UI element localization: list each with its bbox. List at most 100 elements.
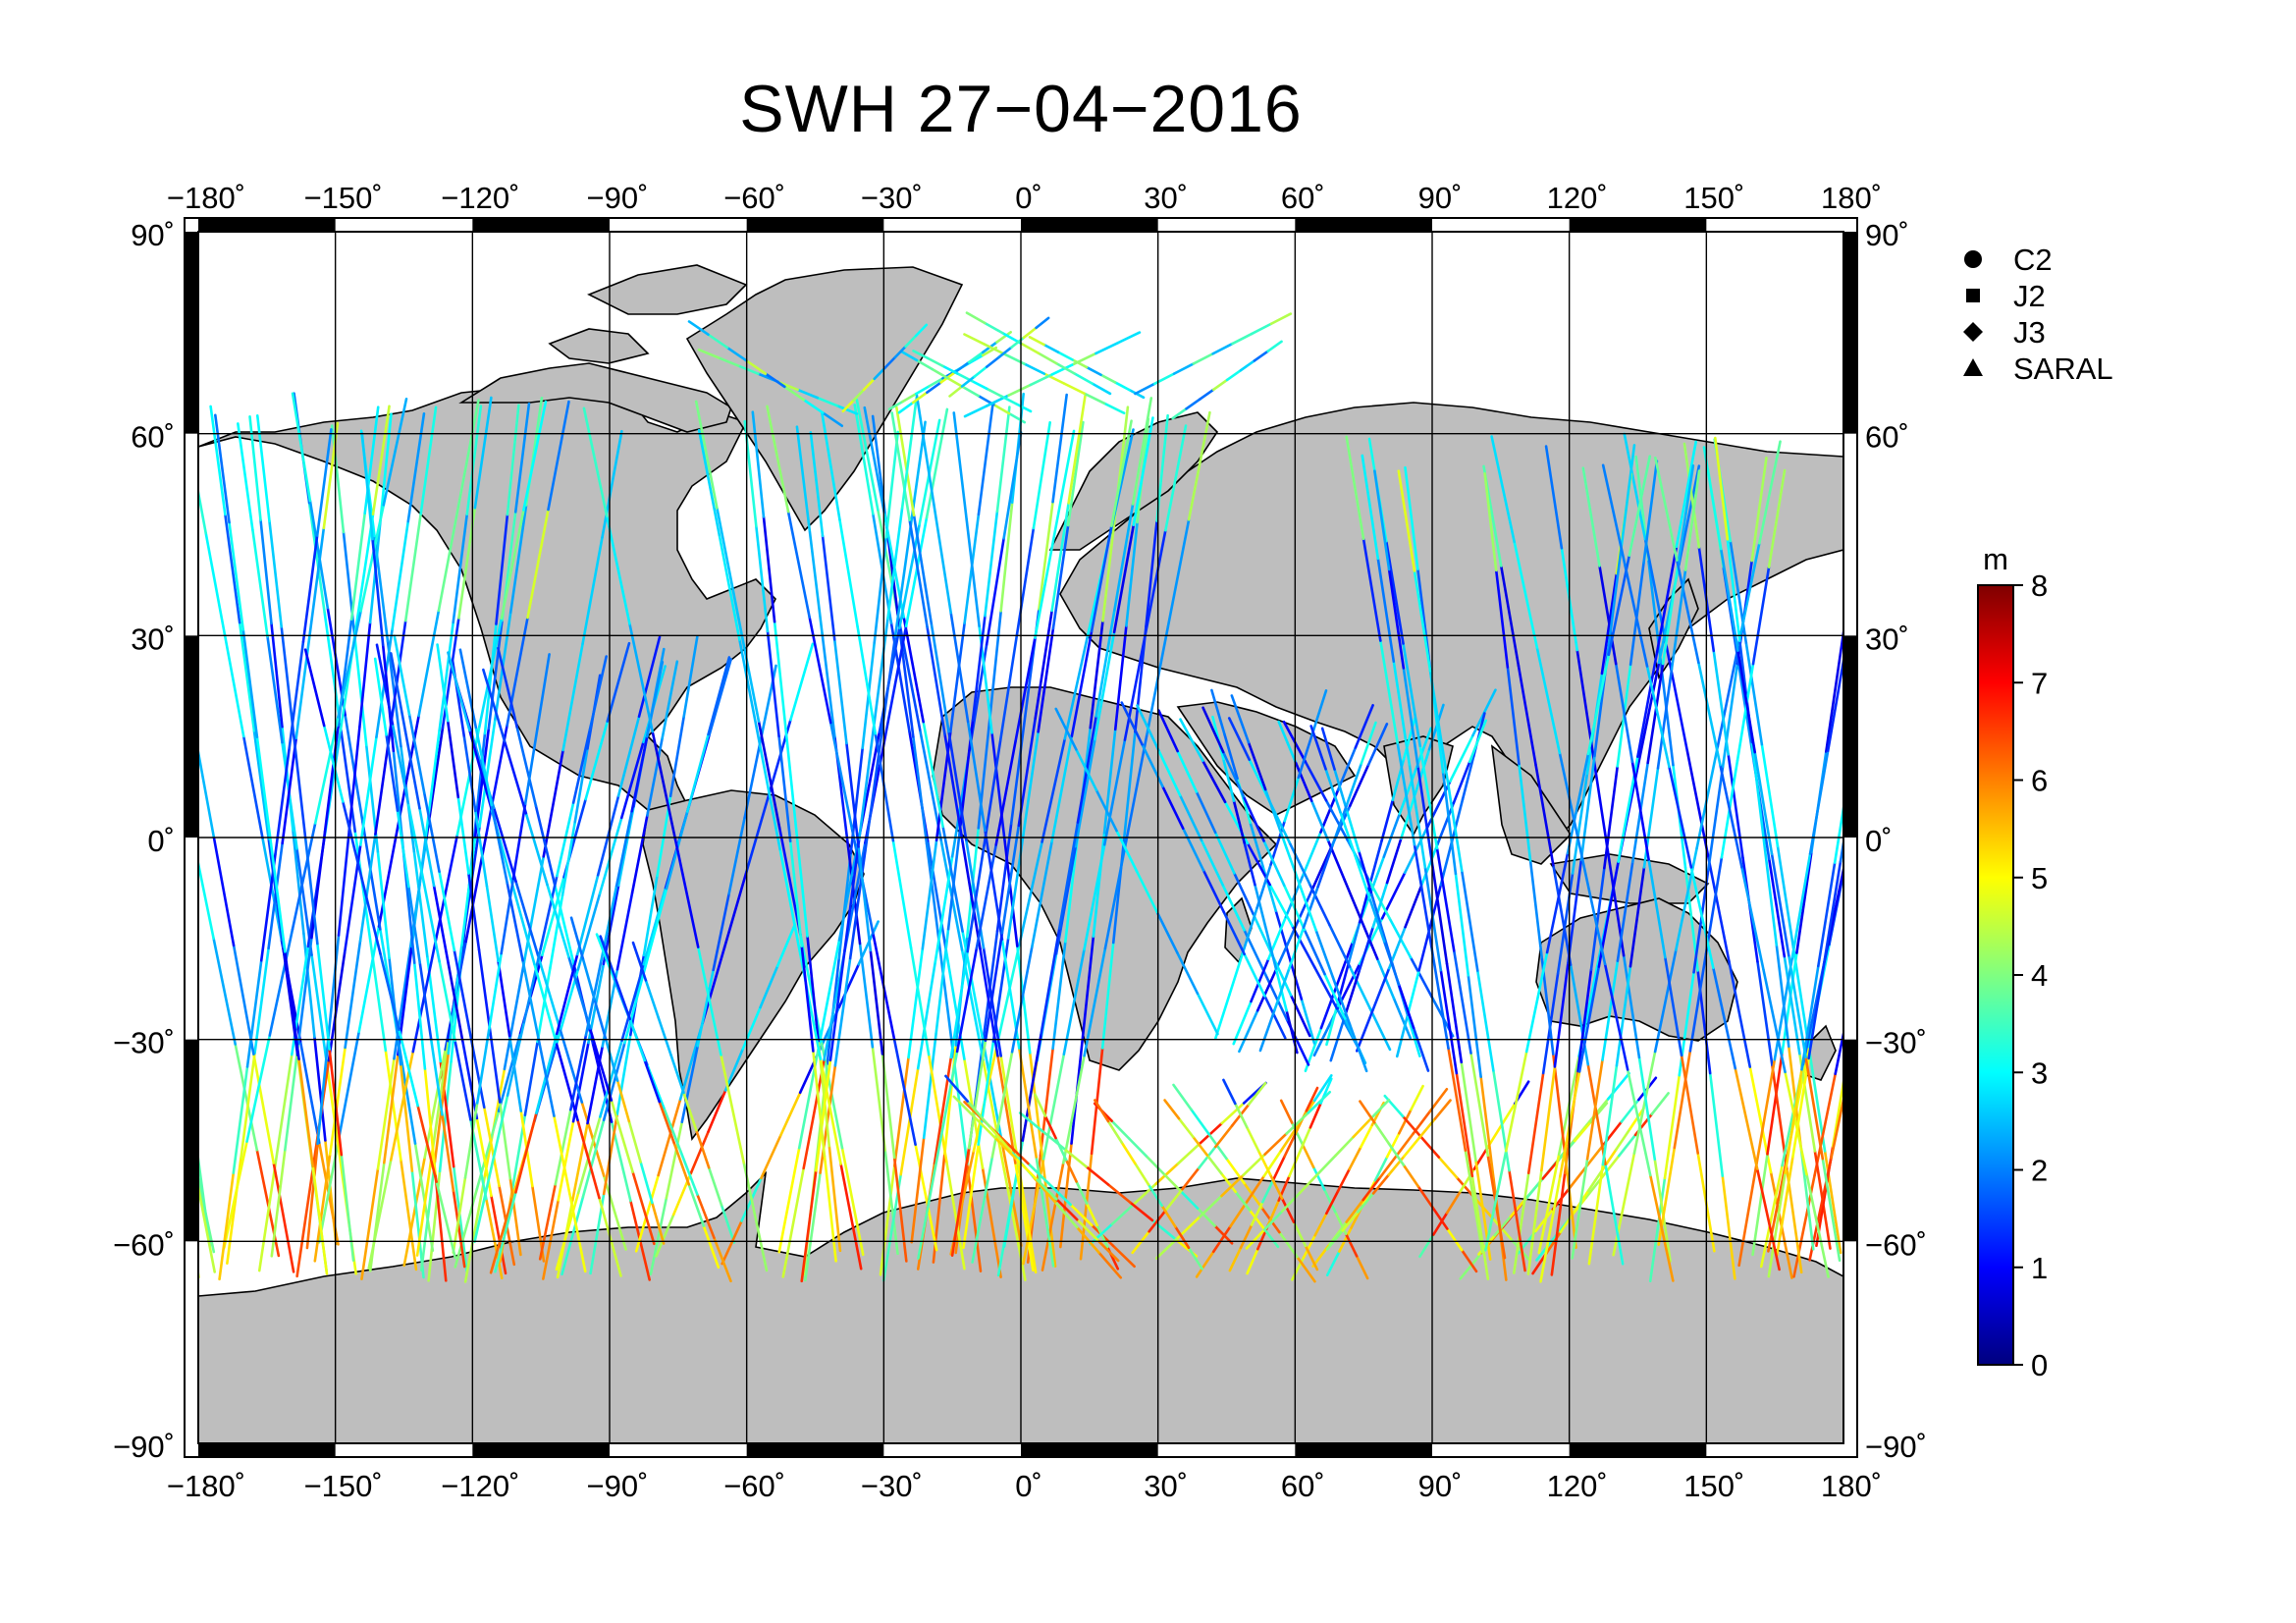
- track-segment: [975, 843, 998, 949]
- track-segment: [1051, 393, 1068, 504]
- track-segment: [1307, 1090, 1332, 1114]
- track-segment: [970, 379, 988, 391]
- track-segment: [349, 512, 366, 622]
- track-segment: [1144, 528, 1167, 637]
- legend-marker-square-icon: [1966, 289, 1980, 302]
- track-segment: [1603, 962, 1629, 1071]
- track-segment: [900, 396, 919, 510]
- track-segment: [999, 1055, 1020, 1165]
- track-segment: [407, 885, 422, 964]
- track-segment: [1499, 565, 1521, 668]
- track-segment: [966, 1100, 991, 1128]
- track-segment: [223, 633, 245, 738]
- track-segment: [994, 944, 1021, 1050]
- track-segment: [313, 716, 340, 825]
- track-segment: [1673, 1050, 1692, 1150]
- track-segment: [209, 405, 227, 516]
- track-segment: [862, 377, 876, 392]
- track-segment: [1704, 856, 1724, 956]
- track-segment: [478, 718, 497, 829]
- track-segment: [1408, 763, 1427, 869]
- track-segment: [1910, 434, 1931, 536]
- track-segment: [1253, 350, 1269, 362]
- track-segment: [1272, 1155, 1286, 1181]
- track-segment: [1429, 945, 1450, 1051]
- track-segment: [977, 1040, 995, 1147]
- track-segment: [292, 730, 307, 839]
- track-segment: [132, 843, 152, 950]
- track-segment: [438, 1060, 453, 1173]
- track-segment: [944, 948, 966, 1060]
- track-segment: [1369, 839, 1383, 884]
- track-segment: [1623, 432, 1647, 541]
- track-segment: [266, 634, 284, 744]
- track-segment: [463, 1173, 487, 1283]
- track-segment: [1726, 538, 1741, 642]
- track-segment: [1211, 378, 1229, 392]
- lon-tick-top: −90˚: [587, 181, 649, 215]
- track-segment: [1221, 884, 1246, 932]
- track-segment: [1385, 837, 1403, 885]
- track-segment: [1179, 1189, 1200, 1211]
- track-segment: [313, 1035, 327, 1142]
- track-segment: [796, 388, 820, 400]
- track-segment: [1567, 858, 1583, 965]
- track-segment: [651, 1201, 666, 1245]
- track-segment: [766, 405, 790, 514]
- track-segment: [1345, 808, 1361, 853]
- track-segment: [963, 405, 988, 418]
- track-segment: [1875, 851, 1896, 953]
- track-segment: [1766, 1052, 1784, 1156]
- track-segment: [1385, 1131, 1401, 1159]
- track-segment: [1311, 1165, 1326, 1191]
- track-segment: [1039, 1047, 1054, 1158]
- track-segment: [1310, 689, 1328, 735]
- track-segment: [375, 643, 395, 726]
- lat-tick-left: 30˚: [131, 622, 175, 656]
- track-segment: [707, 656, 731, 736]
- track-segment: [1249, 821, 1264, 869]
- colorbar-gradient: [1977, 584, 2014, 1366]
- track-segment: [914, 323, 929, 338]
- track-segment: [218, 1171, 236, 1281]
- track-segment: [1198, 1145, 1217, 1169]
- track-segment: [1490, 435, 1516, 544]
- track-segment: [1452, 760, 1471, 805]
- track-segment: [1685, 748, 1710, 858]
- track-segment: [1252, 912, 1274, 956]
- track-segment: [456, 795, 470, 875]
- track-segment: [1002, 431, 1023, 540]
- track-segment: [1196, 1207, 1216, 1227]
- frame-bar-left: [185, 1039, 198, 1242]
- track-segment: [1483, 472, 1498, 572]
- track-segment: [270, 1148, 287, 1258]
- track-segment: [240, 1052, 256, 1161]
- track-segment: [1469, 1052, 1490, 1158]
- track-segment: [1368, 1006, 1392, 1052]
- track-segment: [944, 1074, 970, 1103]
- lon-tick-bottom: 30˚: [1144, 1469, 1188, 1503]
- track-segment: [996, 1055, 1017, 1164]
- track-segment: [1526, 1071, 1545, 1175]
- track-segment: [642, 874, 659, 957]
- track-segment: [1230, 694, 1251, 744]
- lon-tick-bottom: −90˚: [587, 1469, 649, 1503]
- track-segment: [837, 962, 861, 1009]
- track-segment: [482, 1106, 501, 1188]
- track-segment: [952, 1055, 969, 1166]
- track-segment: [1089, 620, 1104, 730]
- track-segment: [1135, 870, 1158, 914]
- track-segment: [1402, 1163, 1420, 1188]
- track-segment: [1207, 1132, 1228, 1161]
- track-segment: [1460, 869, 1479, 972]
- track-segment: [1134, 382, 1156, 396]
- track-segment: [1268, 883, 1294, 928]
- track-segment: [914, 384, 932, 396]
- track-segment: [281, 736, 298, 845]
- track-segment: [1038, 500, 1054, 611]
- track-segment: [1085, 365, 1102, 377]
- track-segment: [702, 1224, 721, 1270]
- track-segment: [1032, 420, 1051, 530]
- track-segment: [1504, 1050, 1528, 1153]
- track-segment: [272, 1162, 295, 1273]
